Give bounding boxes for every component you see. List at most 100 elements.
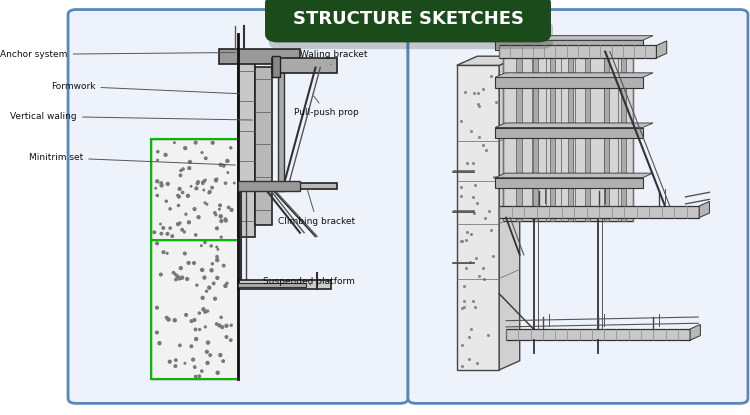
Point (215, 234, 227, 240)
Point (158, 225, 170, 231)
Point (221, 280, 233, 286)
Point (469, 303, 481, 310)
Point (180, 312, 192, 318)
Point (151, 304, 163, 311)
Point (482, 332, 494, 338)
Point (483, 208, 495, 215)
Bar (604, 36, 610, 221)
Point (202, 339, 214, 346)
Point (468, 89, 480, 96)
Point (202, 190, 214, 196)
Point (463, 356, 475, 363)
Point (162, 181, 174, 187)
Point (160, 315, 172, 321)
Point (152, 178, 164, 185)
Point (183, 219, 195, 226)
Point (150, 185, 162, 192)
Bar (238, 56, 255, 237)
Point (454, 192, 466, 199)
Bar (255, 68, 272, 225)
Point (158, 249, 170, 256)
Point (457, 238, 469, 244)
Point (214, 206, 226, 212)
Point (202, 308, 214, 314)
Point (174, 220, 186, 226)
Text: STRUCTURE SKETCHES: STRUCTURE SKETCHES (292, 10, 524, 28)
Point (220, 322, 232, 329)
Point (479, 215, 491, 221)
Point (191, 180, 203, 187)
Point (204, 189, 216, 195)
Bar (238, 183, 338, 189)
Point (465, 231, 477, 238)
Text: Minitrim set: Minitrim set (28, 153, 236, 165)
Point (188, 206, 200, 212)
Point (220, 283, 232, 289)
Point (209, 210, 221, 216)
Point (185, 343, 197, 349)
Point (182, 260, 194, 266)
Point (170, 363, 182, 369)
Point (211, 369, 223, 376)
Point (161, 250, 173, 256)
Point (220, 217, 232, 224)
Point (151, 240, 163, 247)
Point (215, 218, 227, 225)
Point (201, 349, 213, 355)
Point (196, 295, 208, 301)
Point (480, 146, 492, 153)
Point (457, 363, 469, 369)
Point (485, 226, 497, 233)
Point (455, 342, 467, 349)
Point (471, 360, 483, 366)
FancyBboxPatch shape (408, 10, 748, 403)
Point (196, 368, 208, 374)
Point (454, 238, 466, 244)
Point (211, 176, 223, 183)
Bar (621, 36, 626, 221)
Point (222, 169, 234, 176)
Point (217, 262, 229, 269)
Point (213, 322, 225, 329)
Point (217, 162, 229, 169)
Point (189, 364, 201, 371)
Point (172, 221, 184, 227)
Point (194, 373, 206, 380)
Point (180, 211, 192, 217)
Point (469, 210, 481, 216)
Point (190, 139, 202, 146)
Bar (238, 181, 300, 191)
Point (225, 144, 237, 151)
Point (469, 182, 481, 189)
Polygon shape (457, 56, 520, 65)
Point (190, 185, 202, 192)
Point (458, 298, 470, 305)
Point (169, 317, 181, 324)
Point (464, 325, 476, 332)
Point (488, 253, 500, 259)
Point (192, 178, 204, 185)
Point (221, 158, 233, 164)
Point (179, 360, 191, 366)
Polygon shape (500, 56, 520, 370)
Bar (457, 65, 500, 370)
Point (220, 216, 232, 222)
Point (467, 194, 479, 200)
Point (199, 274, 211, 281)
Bar (550, 36, 555, 221)
Point (484, 73, 496, 80)
Point (464, 259, 476, 265)
Bar (568, 36, 573, 221)
Point (478, 275, 490, 282)
Point (460, 237, 472, 243)
Point (175, 172, 187, 178)
Point (210, 178, 222, 184)
Point (209, 295, 221, 302)
Point (175, 167, 187, 174)
Point (467, 298, 479, 304)
Point (473, 103, 485, 109)
Bar (272, 56, 280, 77)
Polygon shape (699, 201, 709, 217)
Point (228, 180, 240, 186)
Point (194, 326, 206, 333)
